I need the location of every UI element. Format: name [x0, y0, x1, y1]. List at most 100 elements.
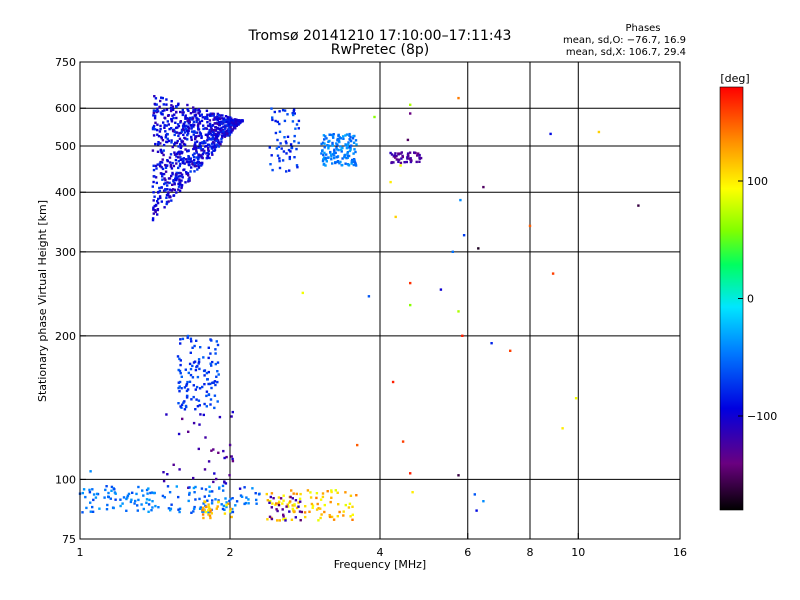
- echo-point: [151, 126, 155, 129]
- echo-point: [409, 160, 413, 164]
- echo-point: [199, 141, 202, 145]
- y-tick-label: 200: [55, 330, 76, 343]
- echo-point: [89, 501, 92, 504]
- echo-point: [182, 157, 185, 160]
- echo-point: [289, 150, 292, 153]
- echo-point: [222, 117, 225, 121]
- echo-point: [333, 149, 336, 152]
- echo-point: [168, 177, 172, 180]
- echo-point: [178, 380, 182, 384]
- echo-point: [167, 193, 170, 196]
- echo-point: [348, 149, 352, 153]
- echo-point: [206, 499, 209, 502]
- echo-point: [195, 164, 198, 168]
- echo-point: [304, 505, 307, 508]
- echo-point: [325, 137, 328, 140]
- echo-point: [322, 153, 325, 157]
- echo-point: [231, 507, 234, 511]
- echo-point: [180, 141, 183, 144]
- echo-point: [354, 139, 358, 142]
- echo-point: [211, 112, 214, 115]
- echo-point: [337, 148, 340, 152]
- echo-point: [212, 480, 215, 484]
- echo-point: [209, 508, 213, 512]
- echo-point: [215, 137, 219, 140]
- echo-point: [221, 134, 224, 137]
- echo-point: [349, 138, 352, 141]
- echo-point: [147, 487, 150, 490]
- echo-point: [186, 380, 189, 384]
- echo-point: [179, 172, 182, 175]
- echo-point: [212, 136, 215, 139]
- echo-point: [211, 141, 215, 144]
- echo-point: [223, 124, 227, 127]
- echo-point: [121, 502, 124, 505]
- echo-point: [170, 104, 173, 107]
- echo-point: [95, 492, 99, 496]
- echo-point: [335, 142, 338, 145]
- echo-point: [234, 126, 237, 130]
- echo-point: [216, 380, 219, 384]
- echo-point: [161, 167, 165, 171]
- echo-point: [180, 130, 184, 133]
- echo-point: [462, 234, 466, 237]
- echo-point: [482, 185, 485, 189]
- echo-point: [391, 380, 395, 384]
- echo-point: [296, 166, 299, 169]
- echo-point: [133, 502, 136, 505]
- echo-point: [223, 481, 226, 484]
- echo-point: [165, 124, 168, 127]
- echo-point: [220, 140, 223, 143]
- echo-point: [195, 151, 198, 154]
- echo-point: [185, 383, 189, 386]
- echo-point: [152, 134, 156, 137]
- echo-point: [210, 512, 213, 515]
- echo-point: [217, 141, 221, 144]
- echo-point: [275, 147, 279, 150]
- echo-point: [231, 128, 235, 131]
- echo-point: [319, 507, 322, 510]
- echo-point: [183, 131, 187, 134]
- echo-point: [177, 368, 180, 372]
- echo-point: [319, 498, 323, 501]
- echo-point: [306, 489, 310, 492]
- echo-point: [327, 140, 330, 143]
- echo-point: [238, 122, 241, 125]
- echo-point: [230, 415, 233, 418]
- echo-point: [156, 150, 160, 153]
- echo-point: [293, 156, 296, 159]
- echo-point: [198, 122, 202, 125]
- echo-point: [346, 144, 349, 147]
- echo-point: [193, 152, 196, 155]
- echo-point: [330, 496, 333, 499]
- echo-point: [158, 105, 161, 109]
- echo-point: [202, 413, 205, 417]
- echo-point: [179, 359, 182, 362]
- echo-point: [207, 509, 210, 512]
- echo-point: [216, 361, 220, 364]
- echo-point: [282, 518, 285, 521]
- echo-point: [329, 150, 332, 154]
- echo-point: [277, 496, 281, 499]
- echo-point: [162, 143, 166, 147]
- echo-point: [355, 143, 358, 146]
- echo-point: [204, 505, 208, 509]
- echo-point: [145, 501, 148, 504]
- echo-point: [293, 503, 296, 506]
- echo-point: [152, 212, 155, 215]
- echo-point: [188, 119, 191, 122]
- echo-point: [290, 489, 293, 492]
- echo-point: [216, 343, 220, 347]
- echo-point: [89, 510, 92, 513]
- echo-point: [270, 154, 273, 157]
- echo-point: [137, 485, 140, 489]
- echo-point: [561, 427, 564, 430]
- echo-point: [178, 153, 181, 156]
- echo-point: [211, 153, 214, 156]
- echo-point: [160, 161, 164, 164]
- echo-point: [156, 107, 159, 110]
- echo-point: [187, 160, 191, 164]
- echo-point: [195, 119, 198, 122]
- echo-point: [276, 138, 279, 142]
- echo-point: [207, 513, 210, 516]
